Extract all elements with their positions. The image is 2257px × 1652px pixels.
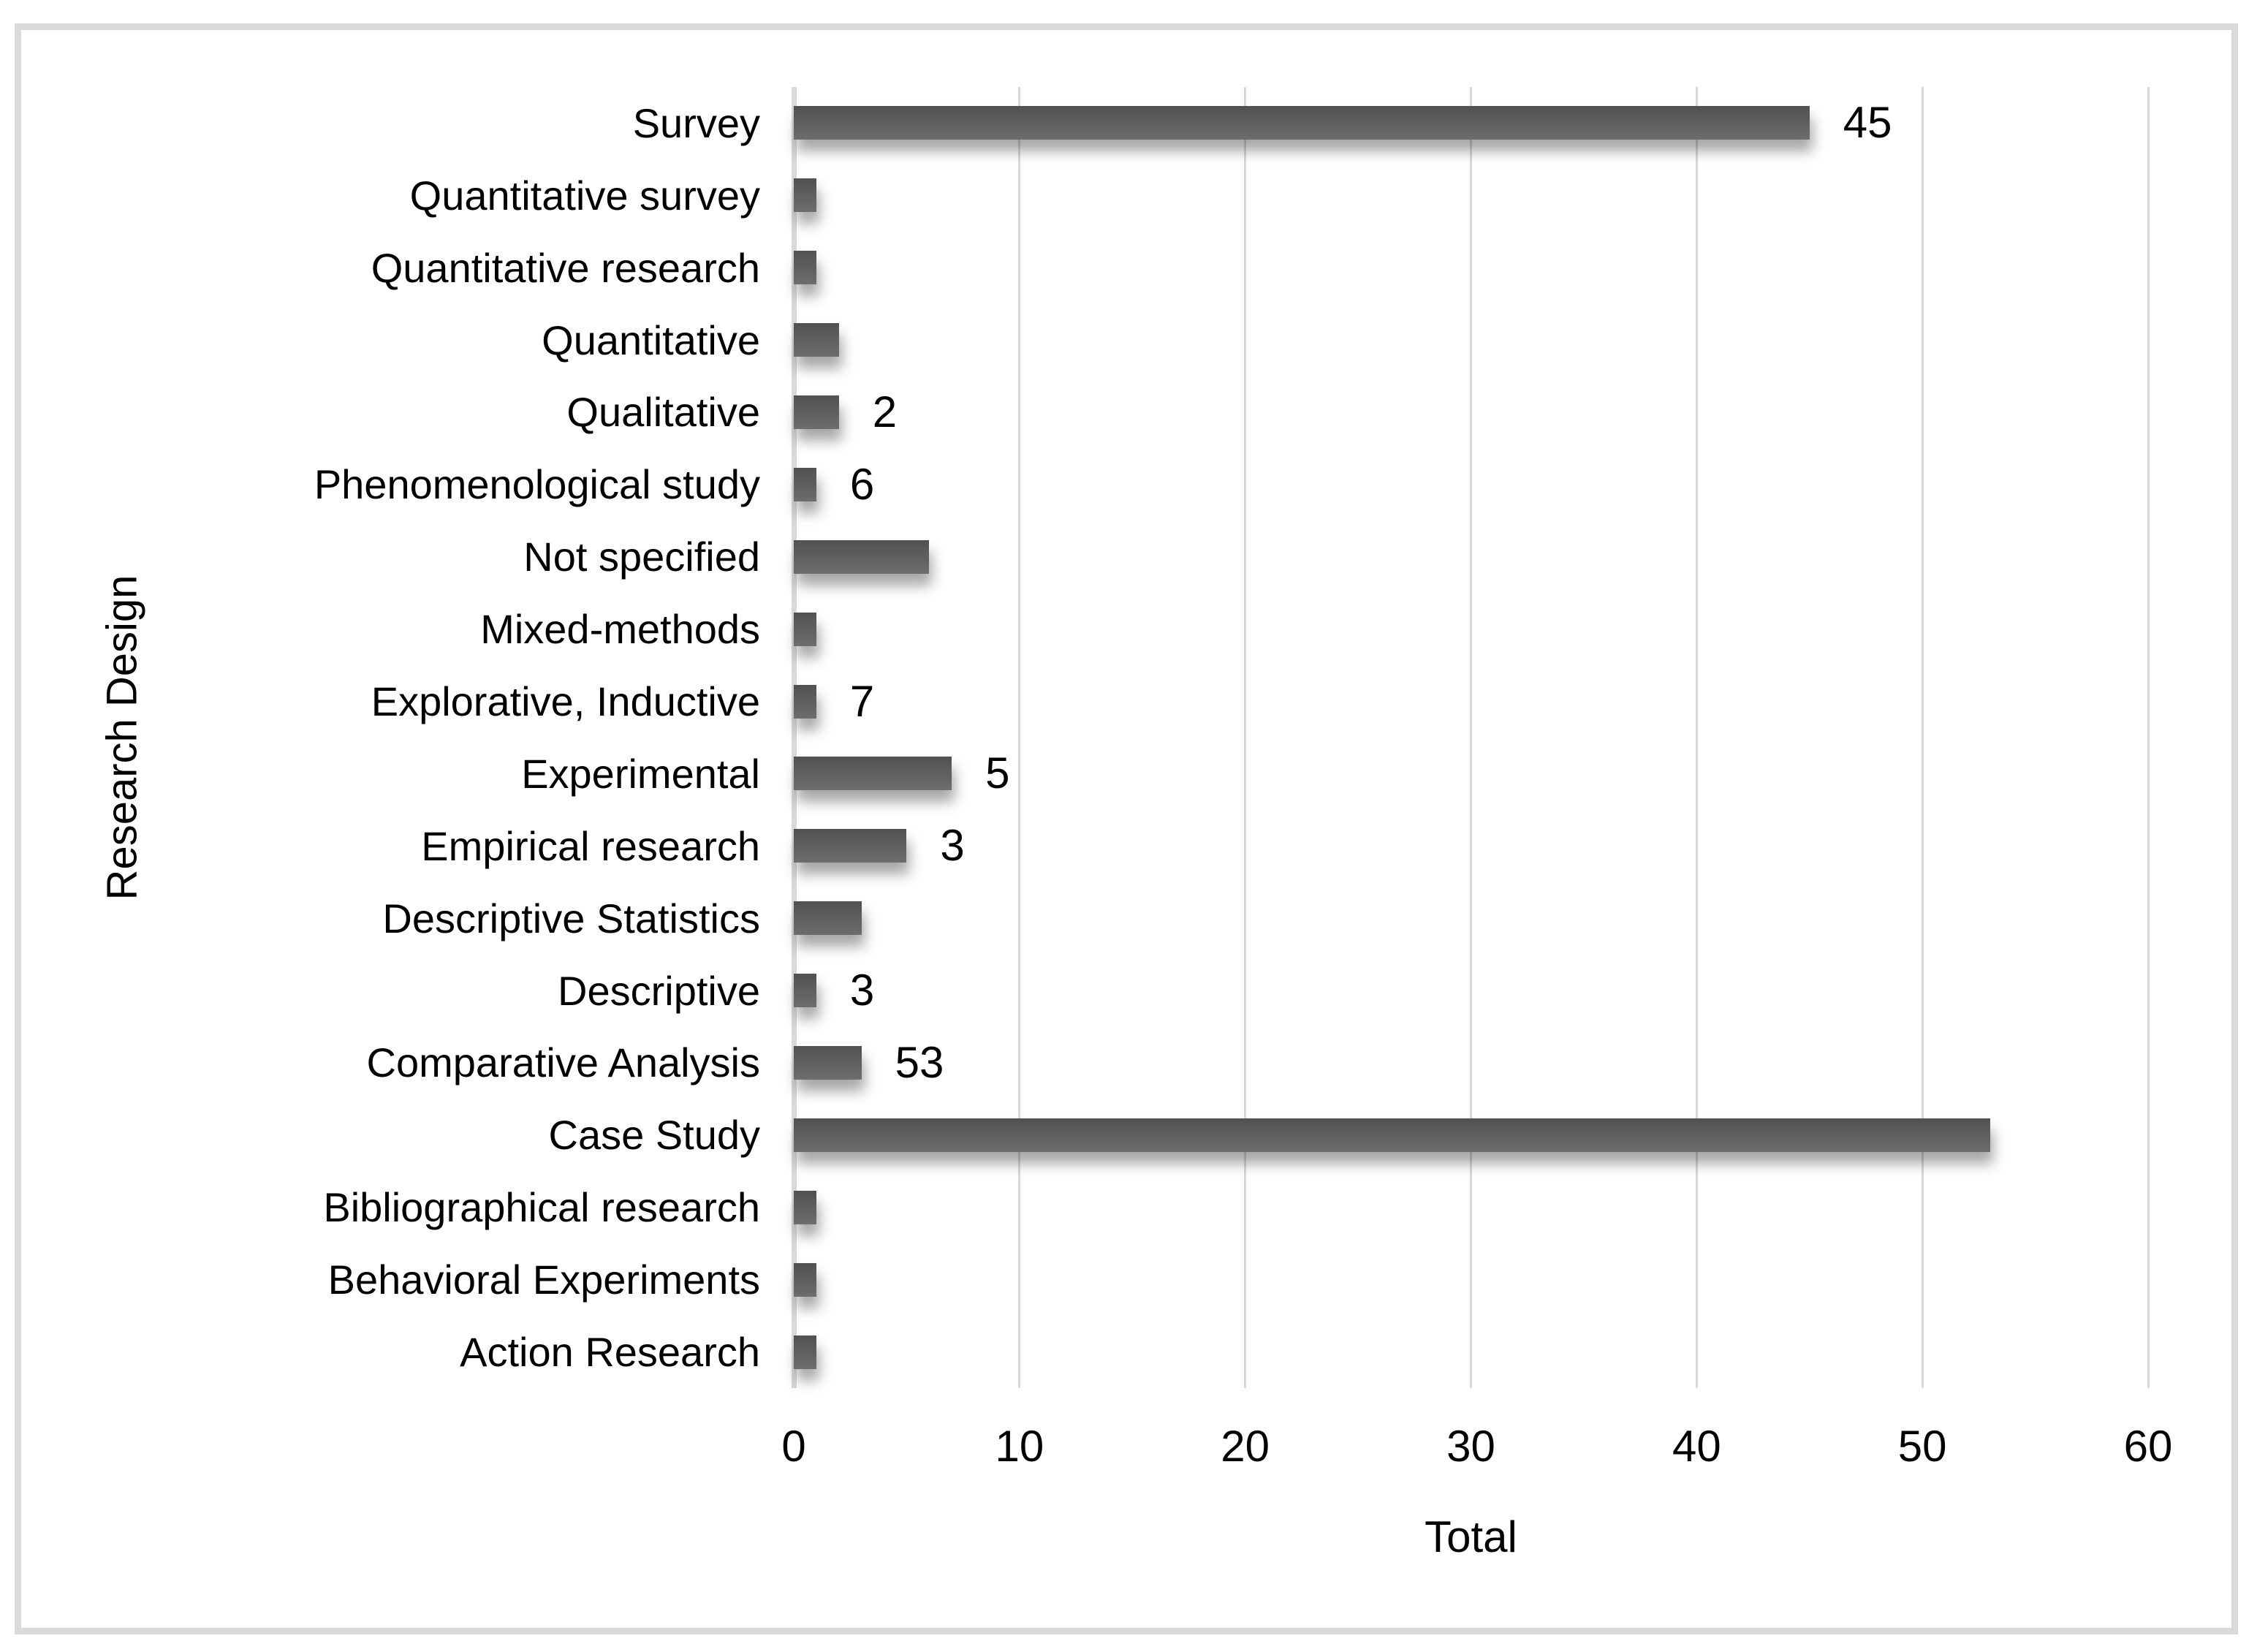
x-tick-label: 20	[1221, 1422, 1270, 1471]
x-axis-ticks: 0 10 20 30 40 50 60	[0, 1421, 2257, 1479]
category-label: Case Study	[548, 1112, 761, 1159]
x-tick-label: 30	[1446, 1422, 1495, 1471]
gridline	[1018, 87, 1021, 1388]
category-label: Behavioral Experiments	[327, 1257, 760, 1303]
category-label: Quantitative	[542, 317, 760, 363]
category-label: Comparative Analysis	[366, 1039, 760, 1086]
bar-value-label: 5	[985, 749, 1010, 798]
category-label: Descriptive Statistics	[382, 895, 760, 941]
x-tick-label: 40	[1672, 1422, 1721, 1471]
bar	[794, 901, 862, 936]
bar	[794, 106, 1810, 140]
bar	[794, 974, 816, 1008]
category-label: Quantitative research	[371, 244, 760, 291]
category-label: Explorative, Inductive	[371, 678, 760, 725]
bar	[794, 1335, 816, 1369]
category-label: Experimental	[521, 750, 760, 797]
gridline	[2147, 87, 2150, 1388]
bar	[794, 1190, 816, 1224]
bar-value-label: 2	[872, 387, 898, 436]
bar	[794, 395, 839, 429]
gridline	[1921, 87, 1924, 1388]
bar-value-label: 3	[849, 966, 875, 1015]
bar-value-label: 7	[849, 676, 875, 726]
category-label: Mixed-methods	[480, 606, 760, 653]
value-axis-line	[791, 87, 797, 1388]
x-tick-label: 10	[995, 1422, 1044, 1471]
x-tick-label: 60	[2123, 1422, 2173, 1471]
bar-value-label: 45	[1843, 98, 1892, 148]
category-axis: Survey Quantitative survey Quantitative re…	[0, 87, 760, 1388]
category-label: Quantitative survey	[409, 172, 760, 219]
bar	[794, 612, 816, 646]
bar	[794, 178, 816, 213]
gridline	[1244, 87, 1247, 1388]
bar-value-label: 3	[940, 821, 965, 871]
bar	[794, 757, 952, 791]
x-axis-title: Total	[1425, 1512, 1517, 1561]
plot-area: 45 2 6 7 5 3 3 53	[791, 87, 2150, 1388]
gridline	[1695, 87, 1698, 1388]
category-label: Empirical research	[421, 822, 760, 869]
category-label: Survey	[632, 99, 760, 146]
bar	[794, 684, 816, 719]
bar	[794, 1262, 816, 1297]
category-label: Descriptive	[558, 967, 760, 1014]
bar	[794, 1118, 1990, 1152]
chart-frame	[15, 23, 2238, 1634]
category-label: Phenomenological study	[314, 461, 760, 508]
bar	[794, 539, 930, 574]
x-tick-label: 50	[1897, 1422, 1947, 1471]
bar-value-label: 53	[895, 1038, 944, 1087]
bar	[794, 323, 839, 357]
bar-value-label: 6	[849, 459, 875, 509]
category-label: Bibliographical research	[323, 1184, 760, 1231]
bar	[794, 467, 816, 501]
category-label: Qualitative	[566, 389, 760, 436]
gridline	[1470, 87, 1472, 1388]
x-tick-label: 0	[781, 1422, 806, 1471]
category-label: Not specified	[523, 534, 760, 580]
bar	[794, 1046, 862, 1080]
bar	[794, 829, 907, 863]
bar	[794, 251, 816, 285]
category-label: Action Research	[460, 1329, 760, 1376]
